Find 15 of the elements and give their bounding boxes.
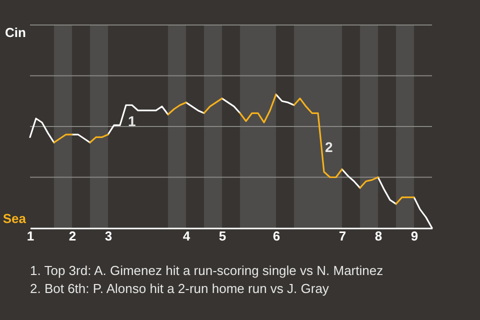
x-tick-label: 7 [338,228,346,244]
x-tick-label: 2 [68,228,76,244]
x-tick-label: 8 [374,228,382,244]
annotation: 1 [128,113,136,129]
x-tick-label: 9 [410,228,418,244]
x-tick-label: 5 [218,228,226,244]
text: 2. Bot 6th: P. Alonso hit a 2-run home run vs J. Gray [30,281,330,296]
x-tick-label: 6 [272,228,280,244]
text: Sea [2,211,27,226]
x-tick-label: 3 [104,228,112,244]
x-tick-label: 1 [26,228,34,244]
x-tick-label: 4 [182,228,191,244]
text: 1. Top 3rd: A. Gimenez hit a run-scoring single vs N. Martinez [30,263,384,278]
annotation: 2 [325,139,333,155]
text: Cin [5,25,26,40]
